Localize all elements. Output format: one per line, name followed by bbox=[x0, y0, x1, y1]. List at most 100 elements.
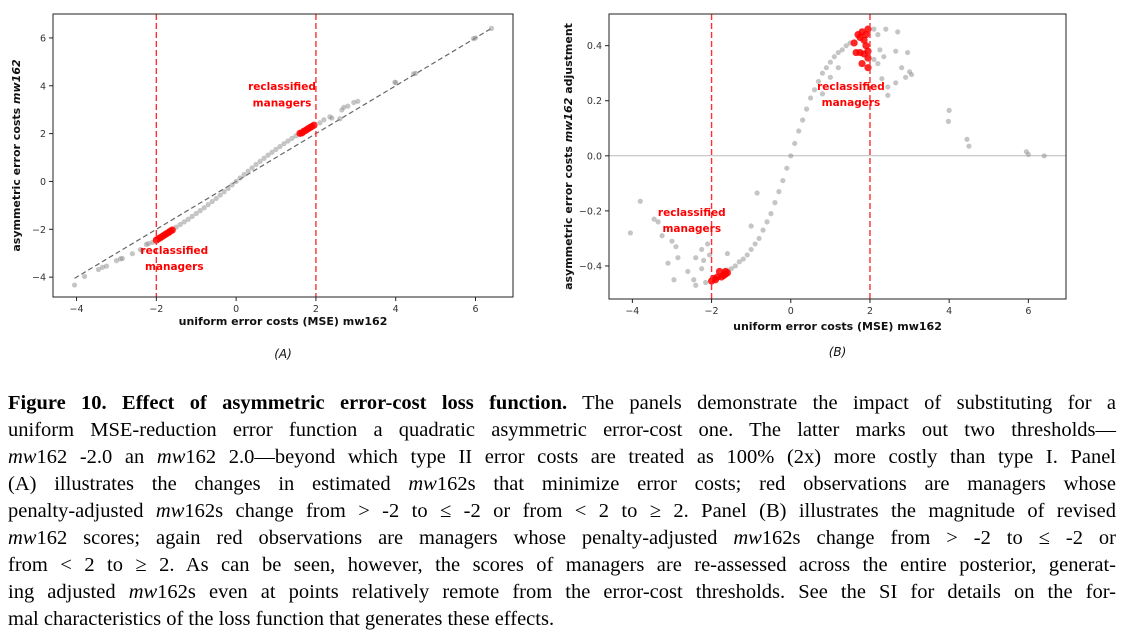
data-point bbox=[345, 103, 351, 109]
annotation-label: managers bbox=[822, 97, 881, 109]
data-point bbox=[341, 104, 347, 110]
data-point bbox=[145, 241, 151, 247]
caption-text: mw bbox=[8, 527, 37, 549]
data-point bbox=[329, 115, 335, 121]
data-point bbox=[197, 208, 203, 214]
data-point bbox=[337, 116, 343, 122]
x-tick-label: −2 bbox=[149, 304, 163, 315]
data-point bbox=[285, 138, 291, 144]
chart-panel-b: −4 −2 0 2 4 6 −0.4 −0.2 0.0 0.2 0.4 reclassified man… bbox=[562, 13, 1067, 359]
data-point bbox=[784, 165, 790, 171]
data-point bbox=[800, 117, 806, 123]
data-point bbox=[277, 143, 283, 150]
figure-10: −4 −2 0 2 4 6 −4 −2 0 2 4 6 reclassified managers recl… bbox=[10, 13, 1067, 361]
data-point bbox=[835, 65, 841, 71]
data-point bbox=[177, 221, 183, 228]
reclassified-point bbox=[858, 59, 866, 68]
caption-text: mw bbox=[8, 446, 37, 468]
caption-text: 162s change from > -2 to ≤ -2 or bbox=[761, 527, 1116, 549]
y-tick-label: 0.0 bbox=[587, 151, 602, 162]
data-point bbox=[321, 117, 327, 123]
data-point bbox=[899, 65, 905, 71]
data-point bbox=[903, 74, 909, 80]
caption-line: penalty-adjusted mw162s change from > -2… bbox=[8, 498, 1116, 525]
panel-label: (B) bbox=[829, 345, 847, 359]
data-point bbox=[217, 192, 223, 198]
annotation-label: reclassified bbox=[817, 81, 885, 93]
data-point bbox=[831, 54, 837, 60]
data-point bbox=[819, 70, 826, 76]
data-point bbox=[807, 95, 814, 101]
data-point bbox=[827, 74, 833, 80]
caption-text: mw bbox=[128, 581, 158, 603]
identity-reference-line bbox=[74, 27, 492, 279]
data-point bbox=[748, 246, 754, 253]
data-point bbox=[811, 87, 818, 93]
data-point bbox=[768, 211, 774, 217]
x-tick-label: 6 bbox=[1025, 306, 1031, 317]
data-point bbox=[81, 273, 88, 280]
data-point bbox=[728, 266, 734, 272]
data-point bbox=[871, 56, 877, 63]
caption-text: 162s that minimize error costs; red obse… bbox=[436, 473, 1116, 495]
data-point bbox=[877, 47, 883, 53]
data-point bbox=[792, 140, 798, 147]
data-point bbox=[823, 65, 830, 71]
caption-text: mw bbox=[156, 446, 186, 468]
reclassified-point bbox=[721, 267, 730, 276]
x-tick-label: 0 bbox=[233, 304, 239, 315]
data-point bbox=[701, 257, 707, 264]
data-point bbox=[685, 268, 691, 275]
reclassified-point bbox=[862, 31, 870, 39]
caption-text: 162 scores; again red observations are m… bbox=[36, 527, 734, 549]
x-axis-label: uniform error costs (MSE) mw162 bbox=[733, 320, 942, 333]
data-point bbox=[893, 48, 899, 54]
data-point bbox=[819, 91, 826, 97]
data-point bbox=[964, 136, 970, 142]
data-point bbox=[281, 141, 287, 147]
data-point bbox=[699, 246, 705, 253]
reclassified-point bbox=[850, 39, 858, 47]
plot-frame bbox=[52, 13, 514, 298]
reclassified-point bbox=[168, 226, 176, 234]
data-point bbox=[261, 155, 267, 161]
data-point bbox=[229, 182, 235, 188]
data-point bbox=[754, 190, 760, 196]
caption-text: mw bbox=[155, 500, 185, 522]
data-point bbox=[705, 241, 711, 247]
data-point bbox=[472, 35, 479, 41]
y-axis-label-part: asymmetric error costs bbox=[10, 104, 23, 252]
y-axis-label-part: mw162 bbox=[10, 59, 23, 104]
data-point bbox=[317, 120, 323, 126]
caption-text: mal characteristics of the loss function… bbox=[8, 608, 555, 630]
data-point bbox=[205, 202, 211, 208]
annotation-label: reclassified bbox=[140, 245, 208, 257]
annotation-label: managers bbox=[253, 98, 312, 110]
y-tick-label: 0 bbox=[40, 177, 46, 188]
data-point bbox=[883, 26, 889, 32]
x-tick-label: −4 bbox=[625, 306, 639, 317]
data-point bbox=[839, 47, 845, 53]
y-tick-label: 4 bbox=[40, 81, 46, 92]
data-point bbox=[225, 185, 231, 191]
caption-text: uniform MSE-reduction error function a q… bbox=[8, 419, 1116, 441]
data-point bbox=[233, 178, 239, 185]
x-tick-label: −4 bbox=[70, 304, 84, 315]
data-point bbox=[269, 149, 275, 155]
data-point bbox=[744, 252, 750, 258]
data-point bbox=[756, 235, 762, 242]
data-point bbox=[879, 76, 885, 82]
data-point bbox=[95, 266, 102, 273]
caption-title: Figure 10. Effect of asymmetric error-co… bbox=[8, 392, 568, 414]
caption-line: mw162 scores; again red observations are… bbox=[8, 525, 1116, 552]
data-point bbox=[139, 247, 145, 253]
data-point bbox=[213, 195, 219, 202]
data-point bbox=[945, 118, 951, 124]
caption-text: ing adjusted bbox=[8, 581, 129, 603]
caption-text: (A) illustrates the changes in estimated bbox=[8, 473, 409, 495]
caption-line: (A) illustrates the changes in estimated… bbox=[8, 471, 1116, 498]
data-point bbox=[669, 238, 675, 244]
x-tick-label: 4 bbox=[393, 304, 399, 315]
x-tick-label: 6 bbox=[472, 304, 478, 315]
y-axis-label-part: adjustment bbox=[562, 23, 575, 98]
